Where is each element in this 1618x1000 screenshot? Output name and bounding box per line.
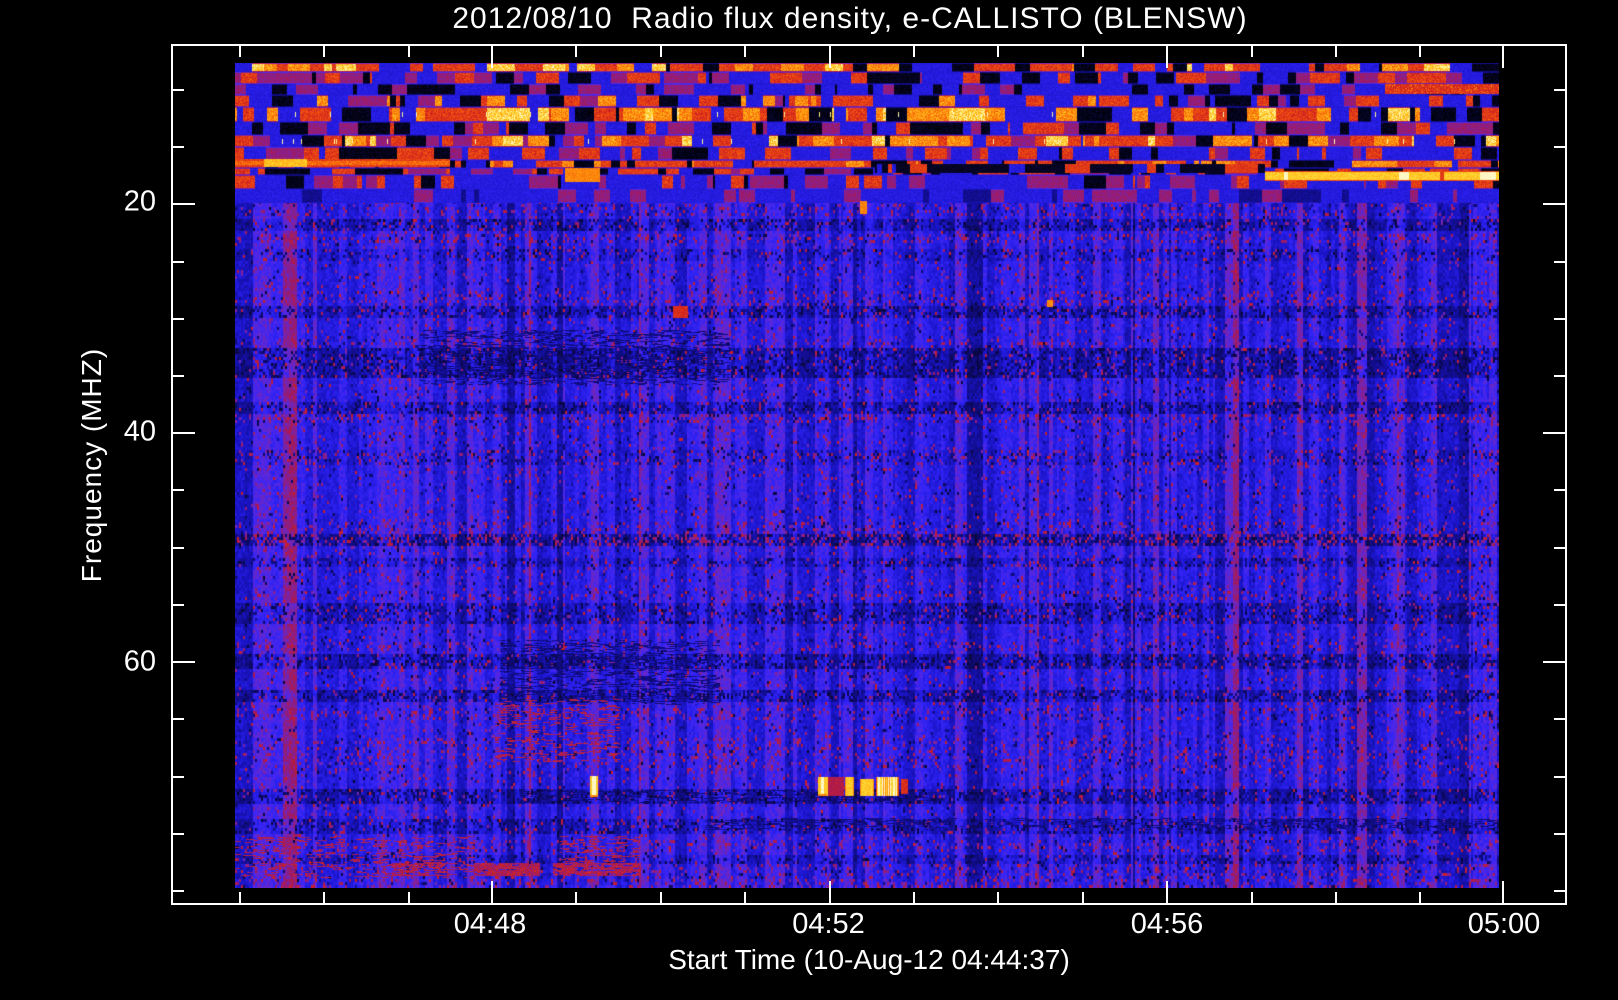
x-axis-tick-top [238, 46, 241, 57]
y-axis-tick [173, 603, 184, 606]
x-axis-tick [575, 892, 578, 903]
x-axis-tick-top [1081, 46, 1084, 57]
y-axis-tick-right [1554, 890, 1565, 893]
x-axis-tick-top [744, 46, 747, 57]
x-axis-tick-top [659, 46, 662, 57]
x-axis-tick-top [407, 46, 410, 57]
y-tick-label: 40 [123, 415, 156, 448]
x-axis-tick [407, 892, 410, 903]
y-axis-tick [173, 661, 195, 664]
x-axis-tick [659, 892, 662, 903]
x-axis-tick [1250, 892, 1253, 903]
x-axis-tick [238, 892, 241, 903]
x-axis-tick-top [1250, 46, 1253, 57]
y-axis-tick [173, 432, 195, 435]
x-tick-label: 05:00 [1467, 908, 1541, 940]
y-axis-tick-right [1554, 718, 1565, 721]
y-axis-tick-right [1554, 317, 1565, 320]
x-axis-tick-top [912, 46, 915, 57]
y-axis-tick [173, 489, 184, 492]
x-axis-tick-top [997, 46, 1000, 57]
y-axis-tick [173, 832, 184, 835]
y-axis-tick-right [1543, 203, 1565, 206]
y-axis-tick [173, 775, 184, 778]
y-axis-tick-right [1554, 603, 1565, 606]
x-axis-tick [828, 881, 831, 903]
x-axis-title: Start Time (10-Aug-12 04:44:37) [668, 944, 1070, 975]
y-axis-tick [173, 203, 195, 206]
y-axis-tick [173, 890, 184, 893]
x-axis-tick [491, 881, 494, 903]
y-axis-tick [173, 718, 184, 721]
x-axis-tick [1334, 892, 1337, 903]
x-axis-tick-top [1502, 46, 1505, 68]
y-axis-tick [173, 88, 184, 91]
chart-title: 2012/08/10 Radio flux density, e-CALLIST… [452, 2, 1248, 35]
y-axis-tick-right [1554, 546, 1565, 549]
y-axis-tick-right [1554, 375, 1565, 377]
y-axis-tick [173, 146, 184, 148]
y-axis-tick [173, 375, 184, 377]
y-axis-tick [173, 317, 184, 320]
x-axis-tick [1502, 881, 1505, 903]
y-tick-label: 60 [123, 645, 156, 678]
y-axis-tick-right [1543, 661, 1565, 664]
y-tick-label: 20 [123, 185, 156, 218]
x-axis-tick [912, 892, 915, 903]
plot-area [171, 44, 1567, 905]
x-axis-tick-top [828, 46, 831, 68]
x-axis-tick-top [1334, 46, 1337, 57]
x-axis-tick-top [323, 46, 326, 57]
x-axis-tick [1419, 892, 1422, 903]
x-tick-label: 04:48 [453, 908, 527, 940]
y-axis-title: Frequency (MHZ) [76, 347, 107, 583]
y-axis-tick-right [1554, 146, 1565, 148]
x-tick-label: 04:52 [792, 908, 865, 940]
y-axis-tick-right [1554, 832, 1565, 835]
x-axis-tick-top [1166, 46, 1169, 68]
x-axis-tick [323, 892, 326, 903]
y-axis-tick-right [1554, 775, 1565, 778]
x-axis-tick-top [491, 46, 494, 68]
x-axis-tick [1166, 881, 1169, 903]
y-axis-tick [173, 260, 184, 263]
x-axis-tick-top [1419, 46, 1422, 57]
x-tick-label: 04:56 [1130, 908, 1204, 940]
y-axis-tick-right [1554, 489, 1565, 492]
spectrogram-canvas [235, 63, 1499, 888]
x-axis-tick [997, 892, 1000, 903]
y-axis-tick-right [1554, 260, 1565, 263]
y-axis-tick-right [1554, 88, 1565, 91]
x-axis-tick [744, 892, 747, 903]
x-axis-tick-top [575, 46, 578, 57]
x-axis-tick [1081, 892, 1084, 903]
y-axis-tick [173, 546, 184, 549]
y-axis-tick-right [1543, 432, 1565, 435]
